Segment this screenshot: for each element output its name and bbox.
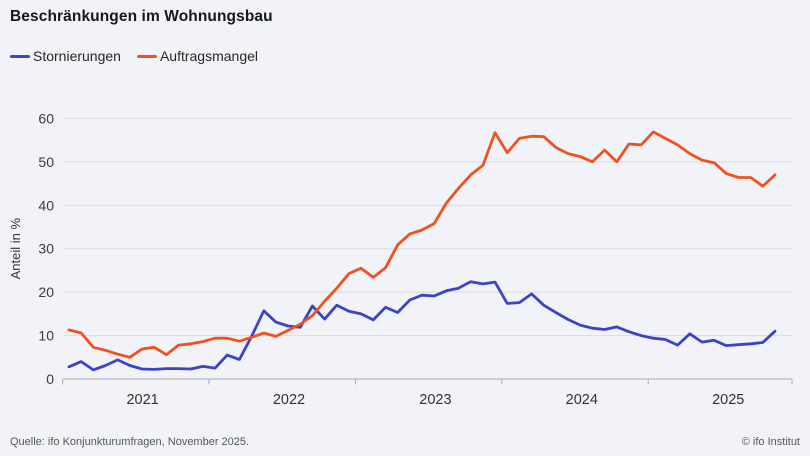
- y-tick-label: 50: [38, 154, 54, 170]
- x-tick-label: 2022: [273, 392, 305, 408]
- chart-footer: Quelle: ifo Konjunkturumfragen, November…: [0, 436, 810, 448]
- legend-label-auftragsmangel: Auftragsmangel: [159, 48, 259, 64]
- chart-title: Beschränkungen im Wohnungsbau: [10, 8, 273, 25]
- stornierungen-line: [67, 280, 777, 372]
- gridlines: [63, 117, 792, 380]
- legend-item-auftragsmangel: Auftragsmangel: [136, 48, 259, 64]
- y-tick-label: 30: [38, 241, 54, 257]
- line-chart: 0 10 20 30 40 50 60 2021 2022 2023 2024 2025 Anteil …: [8, 110, 793, 408]
- x-axis: 2021 2022 2023 2024 2025: [62, 379, 793, 408]
- y-tick-label: 0: [46, 371, 54, 387]
- legend-label-stornierungen: Stornierungen: [33, 48, 121, 64]
- legend: Stornierungen Auftragsmangel: [10, 48, 258, 64]
- auftragsmangel-line: [67, 130, 777, 359]
- x-tick-label: 2025: [712, 392, 744, 408]
- x-tick-label: 2024: [566, 392, 598, 408]
- y-tick-label: 40: [38, 197, 54, 213]
- y-tick-labels: 0 10 20 30 40 50 60: [38, 110, 54, 387]
- copyright-text: © ifo Institut: [741, 436, 800, 448]
- y-tick-label: 60: [38, 110, 54, 126]
- y-tick-label: 20: [38, 284, 54, 300]
- stornierungen-swatch-icon: [10, 54, 30, 58]
- legend-item-stornierungen: Stornierungen: [10, 48, 121, 64]
- series-lines: [67, 130, 777, 372]
- x-tick-label: 2023: [419, 392, 451, 408]
- y-tick-label: 10: [38, 328, 54, 344]
- x-tick-label: 2021: [126, 392, 158, 408]
- auftragsmangel-swatch-icon: [136, 54, 157, 58]
- y-axis-label: Anteil in %: [8, 218, 23, 280]
- source-text: Quelle: ifo Konjunkturumfragen, November…: [10, 436, 250, 448]
